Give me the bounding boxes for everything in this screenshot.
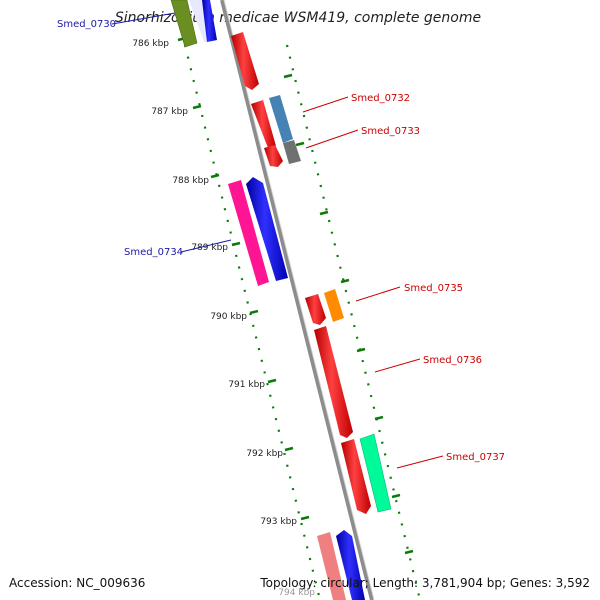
gene-forward-red[interactable]: [305, 294, 326, 325]
gene-gray[interactable]: [283, 140, 301, 164]
tick-label: 787 kbp: [151, 107, 188, 117]
gene-forward-red[interactable]: [341, 439, 371, 514]
gene-label-smed0737[interactable]: Smed_0737: [446, 452, 505, 463]
tick-label: 786 kbp: [132, 39, 169, 49]
gene-steelblue[interactable]: [269, 95, 293, 143]
tick-label: 792 kbp: [246, 449, 283, 459]
gene-label-smed0736[interactable]: Smed_0736: [423, 355, 482, 366]
gene-magenta[interactable]: [228, 180, 269, 286]
gene-label-smed0734[interactable]: Smed_0734: [124, 247, 183, 258]
tick-label: 788 kbp: [172, 176, 209, 186]
gene-aquamarine[interactable]: [359, 433, 392, 513]
genome-backbone: [220, 0, 374, 600]
gene-label-smed0730[interactable]: Smed_0730: [57, 19, 116, 30]
gene-forward-red[interactable]: [314, 326, 353, 438]
gene-label-smed0733[interactable]: Smed_0733: [361, 126, 420, 137]
label-leaders: [111, 12, 444, 469]
tick-label: 791 kbp: [228, 380, 265, 390]
gene-reverse-blue[interactable]: [246, 177, 288, 281]
gene-olive[interactable]: [170, 0, 198, 48]
genome-summary-text: Topology: circular; Length: 3,781,904 bp…: [260, 576, 590, 590]
major-ticks: [177, 36, 414, 555]
gene-orange[interactable]: [324, 289, 344, 322]
accession-text: Accession: NC_009636: [9, 576, 146, 590]
genome-title: Sinorhizobium medicae WSM419, complete g…: [115, 10, 481, 26]
gene-pink[interactable]: [317, 532, 346, 600]
gene-reverse-blue[interactable]: [202, 0, 217, 42]
tick-label: 793 kbp: [260, 517, 297, 527]
tick-label: 789 kbp: [191, 243, 228, 253]
gene-forward-red[interactable]: [251, 100, 276, 148]
gene-forward-red[interactable]: [231, 32, 259, 90]
gene-label-smed0732[interactable]: Smed_0732: [351, 93, 410, 104]
gene-forward-red[interactable]: [264, 145, 283, 167]
genome-backbone-highlight: [223, 0, 375, 600]
tick-label: 794 kbp: [278, 588, 315, 598]
tick-label: 790 kbp: [210, 312, 247, 322]
gene-label-smed0735[interactable]: Smed_0735: [404, 283, 463, 294]
gene-reverse-blue[interactable]: [336, 530, 365, 600]
